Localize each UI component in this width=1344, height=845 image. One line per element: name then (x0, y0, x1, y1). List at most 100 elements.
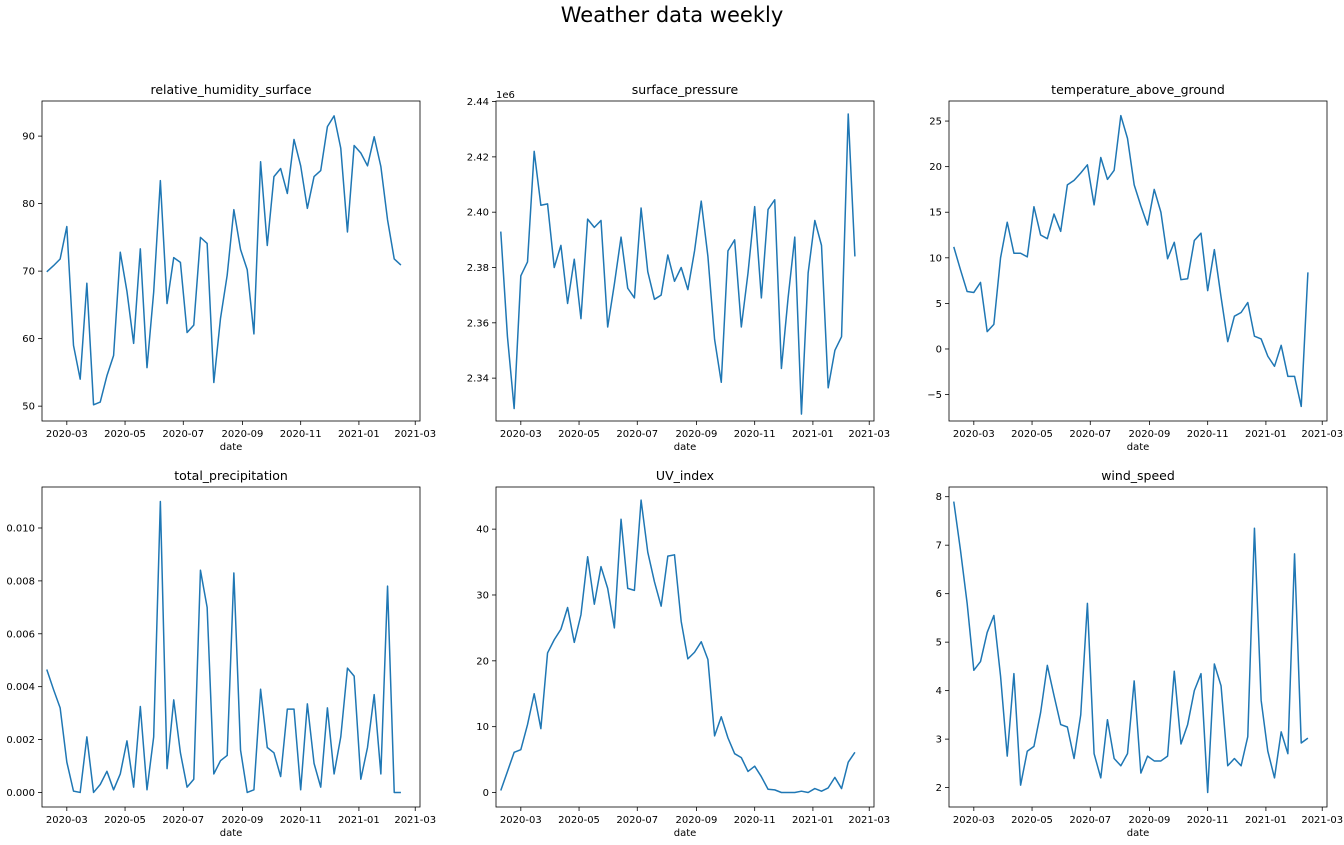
x-tick-label: 2021-03 (1301, 429, 1343, 440)
x-tick-label: 2020-05 (1011, 815, 1053, 826)
subplot-title: relative_humidity_surface (150, 82, 311, 97)
y-tick-label: 80 (22, 199, 35, 210)
y-tick-label: 0.008 (6, 576, 35, 587)
y-tick-label: 2.40 (467, 208, 489, 219)
x-tick-label: 2020-03 (500, 815, 542, 826)
y-tick-label: 8 (936, 492, 942, 503)
x-tick-label: 2021-03 (394, 815, 436, 826)
x-tick-label: 2021-01 (1245, 429, 1287, 440)
y-tick-label: 2.42 (467, 152, 489, 163)
x-tick-label: 2020-07 (1069, 815, 1111, 826)
x-tick-label: 2020-09 (222, 429, 264, 440)
subplot-title: surface_pressure (632, 82, 739, 97)
x-tick-label: 2020-11 (734, 429, 776, 440)
y-tick-label: 6 (936, 589, 942, 600)
subplot-title: wind_speed (1101, 468, 1175, 483)
series-line (46, 500, 401, 794)
y-tick-label: 5 (936, 299, 942, 310)
x-tick-label: 2020-05 (558, 815, 600, 826)
x-axis-label: date (674, 828, 697, 839)
x-axis-label: date (1127, 828, 1150, 839)
x-tick-label: 2020-11 (1187, 429, 1229, 440)
y-tick-label: 2.34 (467, 374, 489, 385)
subplot-1: relative_humidity_surface 50 60 70 80 90 2020-… (22, 82, 436, 453)
x-tick-label: 2020-05 (104, 815, 146, 826)
y-tick-label: 4 (936, 686, 942, 697)
figure-title: Weather data weekly (560, 3, 784, 27)
y-tick-label: 70 (22, 267, 35, 278)
y-tick-label: 0 (936, 344, 942, 355)
plot-frame (495, 486, 875, 808)
subplot-3: temperature_above_ground −5 0 5 10 15 20 25 2020… (927, 82, 1343, 453)
x-tick-label: 2021-03 (394, 429, 436, 440)
x-tick-label: 2021-01 (338, 429, 380, 440)
series-line (46, 115, 402, 406)
x-tick-label: 2020-07 (162, 429, 204, 440)
series-line (953, 501, 1309, 794)
x-tick-label: 2021-01 (792, 429, 834, 440)
y-tick-label: 5 (936, 638, 942, 649)
series-line (500, 113, 856, 415)
y-tick-label: 0.004 (6, 682, 35, 693)
x-tick-label: 2020-07 (616, 429, 658, 440)
x-tick-label: 2020-07 (162, 815, 204, 826)
x-tick-label: 2020-03 (500, 429, 542, 440)
x-tick-label: 2020-11 (734, 815, 776, 826)
x-tick-label: 2020-09 (676, 429, 718, 440)
x-tick-label: 2021-03 (848, 815, 890, 826)
y-tick-label: 20 (929, 162, 942, 173)
x-tick-label: 2020-11 (280, 429, 322, 440)
x-tick-label: 2020-03 (953, 815, 995, 826)
x-tick-label: 2020-11 (1187, 815, 1229, 826)
y-tick-label: 0 (483, 788, 489, 799)
plot-frame (948, 100, 1328, 422)
y-tick-label: 10 (476, 722, 489, 733)
x-tick-label: 2020-05 (1011, 429, 1053, 440)
x-axis-label: date (220, 442, 243, 453)
subplot-5: UV_index 0 10 20 30 40 2020-03 2020-05 2020-07 20… (476, 468, 890, 839)
series-line (500, 499, 856, 794)
y-offset-label: 1e6 (496, 90, 515, 101)
subplot-6: wind_speed 2 3 4 5 6 7 8 2020-03 2020-05 2020-07 20… (936, 468, 1344, 839)
y-tick-label: 10 (929, 253, 942, 264)
x-tick-label: 2021-01 (338, 815, 380, 826)
x-tick-label: 2020-09 (1129, 429, 1171, 440)
y-tick-label: 2 (936, 783, 942, 794)
subplot-title: total_precipitation (174, 468, 288, 483)
y-tick-label: 7 (936, 541, 942, 552)
y-tick-label: 25 (929, 117, 942, 128)
series-line (953, 114, 1309, 408)
x-axis-label: date (674, 442, 697, 453)
y-tick-label: 15 (929, 208, 942, 219)
plot-frame (948, 486, 1328, 808)
x-tick-label: 2020-03 (46, 429, 88, 440)
y-tick-label: 30 (476, 590, 489, 601)
plot-frame (41, 100, 421, 422)
x-tick-label: 2020-05 (558, 429, 600, 440)
x-tick-label: 2020-03 (953, 429, 995, 440)
y-tick-label: 20 (476, 656, 489, 667)
y-tick-label: 3 (936, 735, 942, 746)
x-tick-label: 2020-09 (222, 815, 264, 826)
plot-frame (495, 100, 875, 422)
x-tick-label: 2020-09 (1129, 815, 1171, 826)
x-tick-label: 2021-01 (1245, 815, 1287, 826)
x-tick-label: 2020-05 (104, 429, 146, 440)
x-tick-label: 2021-01 (792, 815, 834, 826)
x-axis-label: date (220, 828, 243, 839)
y-tick-label: 60 (22, 334, 35, 345)
x-tick-label: 2020-09 (676, 815, 718, 826)
x-tick-label: 2020-07 (616, 815, 658, 826)
y-tick-label: 0.000 (6, 788, 35, 799)
x-axis-label: date (1127, 442, 1150, 453)
y-tick-label: 2.38 (467, 263, 489, 274)
x-tick-label: 2020-07 (1069, 429, 1111, 440)
subplot-title: UV_index (656, 468, 714, 483)
y-tick-label: 40 (476, 525, 489, 536)
y-tick-label: 0.010 (6, 523, 35, 534)
plot-frame (41, 486, 421, 808)
x-tick-label: 2021-03 (848, 429, 890, 440)
y-tick-label: 0.006 (6, 629, 35, 640)
subplot-4: total_precipitation 0.000 0.002 0.004 0.006 0… (6, 468, 436, 839)
